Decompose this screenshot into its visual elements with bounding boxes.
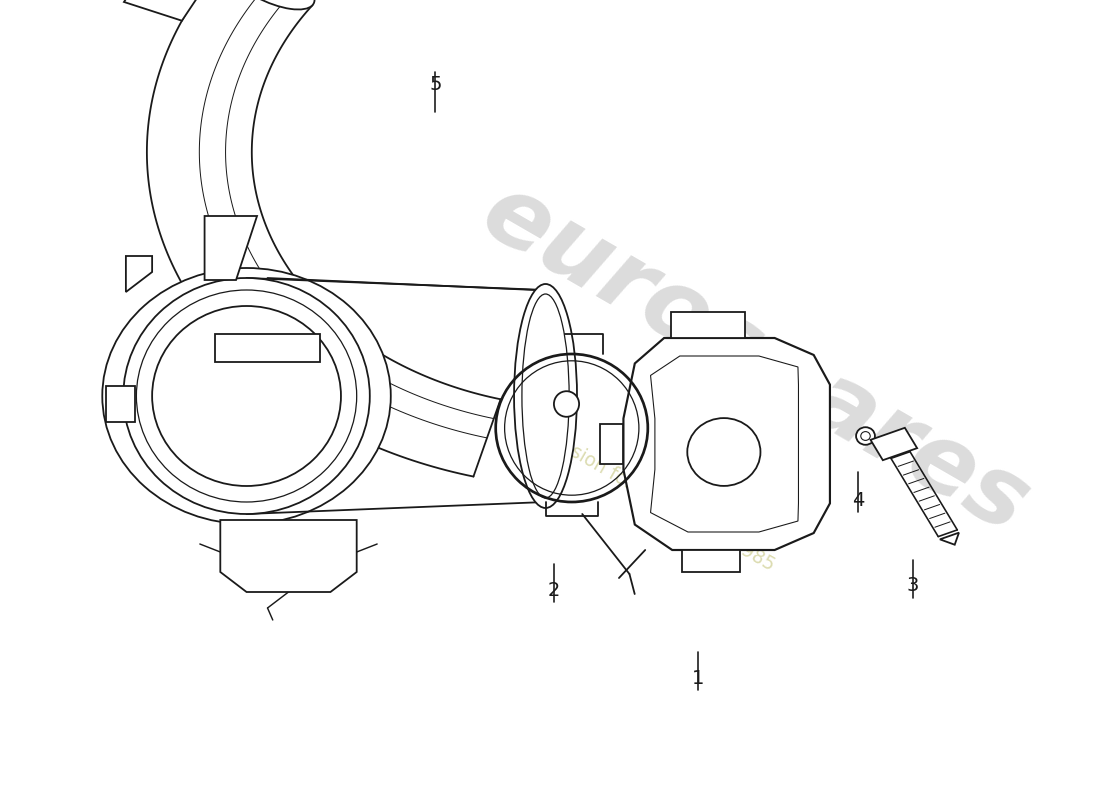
Polygon shape bbox=[682, 550, 739, 573]
FancyBboxPatch shape bbox=[106, 386, 135, 422]
Polygon shape bbox=[671, 312, 745, 338]
Text: eurospares: eurospares bbox=[465, 166, 1045, 554]
Ellipse shape bbox=[856, 427, 875, 445]
Polygon shape bbox=[624, 338, 829, 550]
Text: 5: 5 bbox=[429, 74, 441, 94]
Ellipse shape bbox=[521, 294, 569, 498]
Ellipse shape bbox=[514, 284, 578, 508]
Text: a passion for parts since 1985: a passion for parts since 1985 bbox=[522, 417, 778, 575]
Ellipse shape bbox=[861, 431, 870, 440]
Ellipse shape bbox=[554, 391, 579, 417]
Polygon shape bbox=[220, 520, 356, 592]
Ellipse shape bbox=[102, 268, 390, 524]
Polygon shape bbox=[870, 428, 917, 460]
Text: 2: 2 bbox=[548, 581, 560, 600]
Ellipse shape bbox=[136, 290, 356, 502]
Ellipse shape bbox=[123, 278, 370, 514]
Polygon shape bbox=[650, 356, 799, 532]
Ellipse shape bbox=[688, 418, 760, 486]
Text: 3: 3 bbox=[906, 576, 918, 595]
Text: 1: 1 bbox=[692, 669, 704, 688]
Polygon shape bbox=[601, 424, 624, 464]
Polygon shape bbox=[125, 256, 152, 292]
Polygon shape bbox=[124, 0, 210, 21]
Polygon shape bbox=[205, 216, 257, 280]
Polygon shape bbox=[939, 533, 959, 545]
Ellipse shape bbox=[152, 306, 341, 486]
Text: 4: 4 bbox=[852, 490, 865, 510]
FancyBboxPatch shape bbox=[216, 334, 320, 362]
Ellipse shape bbox=[224, 0, 315, 10]
